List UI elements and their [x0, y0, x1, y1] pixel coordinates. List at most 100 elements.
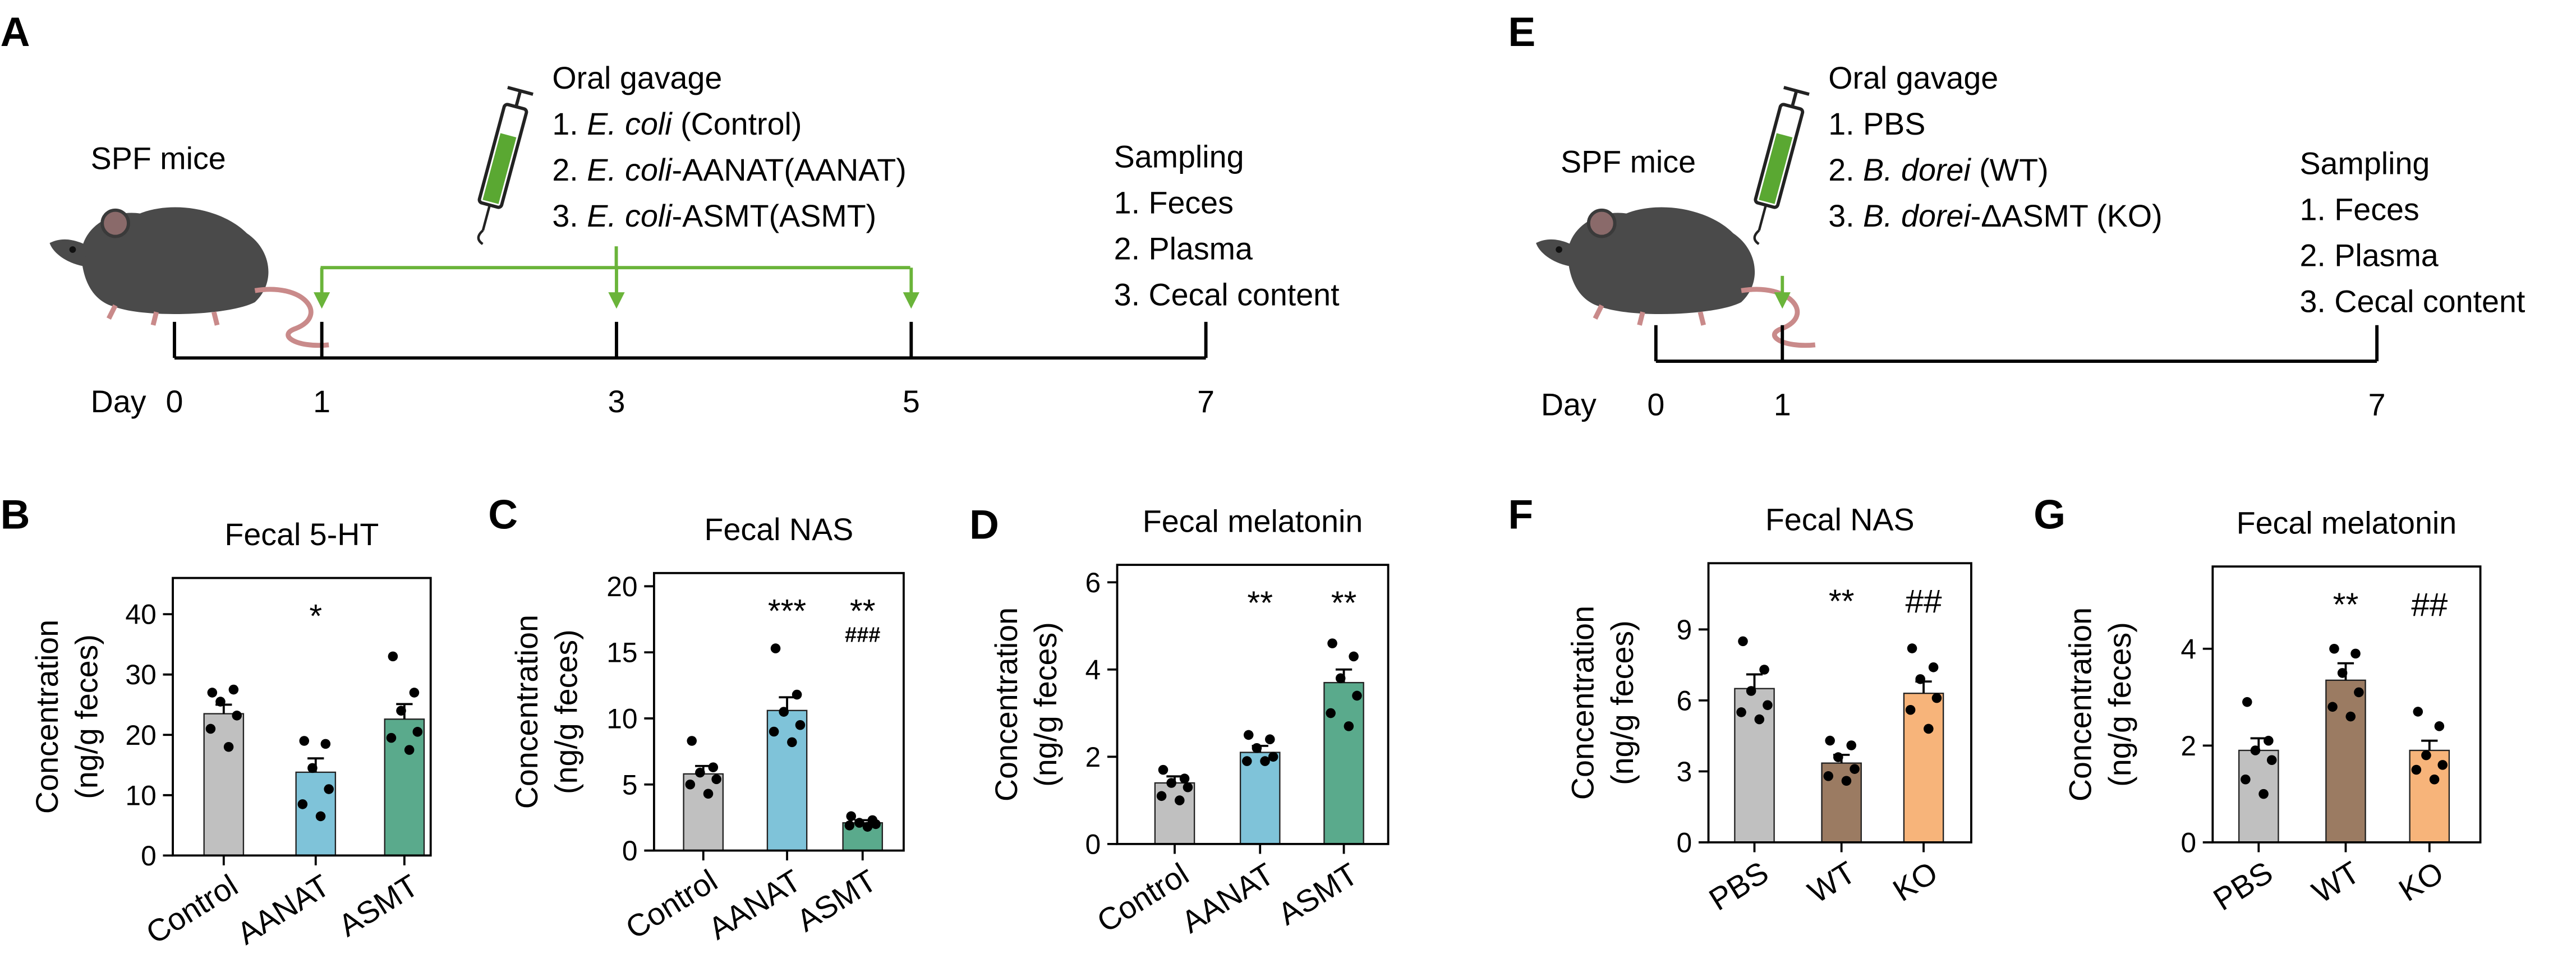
plot-frame	[652, 572, 905, 852]
y-tick-label: 4	[1085, 654, 1101, 685]
data-point	[1915, 674, 1925, 684]
x-tick-label: WT	[2306, 855, 2366, 910]
data-point	[232, 711, 242, 721]
treatment-part: 2.	[1828, 153, 1863, 187]
data-point	[1841, 776, 1852, 786]
data-point	[792, 689, 802, 700]
treatment: 1. PBS	[1828, 107, 1925, 141]
sampling-title: Sampling	[1114, 140, 1244, 174]
y-tick-label: 10	[606, 703, 637, 735]
day-tick-label: 7	[1197, 384, 1215, 419]
panel-letter: D	[969, 501, 999, 547]
treatment: 3. B. dorei-ΔASMT (KO)	[1828, 199, 2162, 233]
data-point	[299, 736, 310, 746]
treatment-part: 3.	[552, 199, 587, 233]
significance: *	[309, 598, 322, 634]
syringe-icon	[467, 87, 533, 247]
data-point	[307, 763, 318, 773]
y-tick-label: 9	[1677, 614, 1692, 646]
data-point	[1260, 756, 1270, 766]
data-point	[2429, 774, 2440, 785]
data-point	[207, 688, 218, 698]
syringe-icon	[1743, 87, 1809, 247]
treatment-title: Oral gavage	[552, 61, 722, 95]
panel-letter: A	[1, 9, 30, 55]
data-point	[1754, 714, 1765, 725]
panel-letter: B	[1, 492, 30, 538]
y-axis-label: (ng/g feces)	[1028, 622, 1063, 787]
y-tick-label: 0	[1085, 828, 1101, 860]
y-tick-label: 15	[606, 637, 637, 669]
x-tick-label: PBS	[2207, 855, 2279, 918]
treatment: 1. E. coli (Control)	[552, 107, 802, 141]
data-point	[2258, 789, 2269, 799]
treatment: 3. E. coli-ASMT(ASMT)	[552, 199, 876, 233]
y-axis-label: (ng/g feces)	[1605, 620, 1640, 785]
x-tick-label: KO	[1887, 855, 1944, 908]
data-point	[1825, 735, 1835, 746]
data-point	[695, 767, 705, 778]
error-bar	[1746, 673, 1763, 689]
x-tick-label: KO	[2393, 855, 2449, 908]
data-point	[2354, 687, 2364, 698]
day-tick-label: 1	[313, 384, 330, 419]
panel-letter: E	[1508, 9, 1535, 55]
treatment-part: -AANAT(AANAT)	[672, 153, 907, 187]
data-point	[205, 723, 216, 734]
data-point	[1327, 638, 1337, 648]
data-point	[1931, 693, 1942, 703]
data-point	[1746, 686, 1756, 696]
data-point	[2350, 648, 2361, 659]
day-label: Day	[1541, 388, 1597, 422]
subject: SPF mice	[91, 141, 226, 176]
y-axis-label: (ng/g feces)	[69, 634, 104, 799]
day-label: Day	[91, 384, 146, 419]
data-point	[2411, 764, 2422, 775]
data-point	[1905, 704, 1916, 715]
treatment-part: -ΔASMT (KO)	[1971, 199, 2163, 233]
y-tick-label: 30	[125, 659, 156, 690]
x-tick-label: WT	[1802, 855, 1861, 910]
chart-title: Fecal NAS	[1765, 503, 1915, 537]
data-point	[223, 741, 234, 752]
data-point	[396, 706, 406, 716]
y-tick-label: 0	[141, 840, 157, 872]
day-tick-label: 5	[903, 384, 920, 419]
x-tick-label: ASMT	[333, 868, 425, 943]
treatment-part: 3.	[1828, 199, 1863, 233]
y-tick-label: 0	[1677, 827, 1692, 858]
data-point	[844, 821, 855, 831]
data-point	[685, 779, 696, 790]
treatment-part: 1.	[552, 107, 587, 141]
y-tick-label: 2	[1085, 741, 1101, 773]
mouse-icon	[1536, 208, 1815, 345]
plot-frame	[172, 577, 432, 857]
chart-title: Fecal NAS	[705, 512, 854, 547]
data-point	[871, 819, 881, 829]
treatment-part: (WT)	[1971, 153, 2049, 187]
bar	[683, 773, 724, 851]
x-tick-label: Control	[1091, 856, 1195, 939]
data-point	[1738, 636, 1748, 647]
treatment-part: (Control)	[672, 107, 802, 141]
y-tick-label: 20	[125, 720, 156, 751]
sampling-item: 1. Feces	[1114, 186, 1234, 220]
data-point	[1326, 708, 1336, 718]
significance: **	[1247, 585, 1273, 621]
data-point	[854, 818, 864, 828]
chart-title: Fecal melatonin	[2237, 506, 2457, 541]
data-point	[409, 688, 420, 698]
bar	[1903, 693, 1944, 844]
plot-frame	[1116, 564, 1390, 845]
sampling-item: 3. Cecal content	[1114, 278, 1340, 312]
y-axis-label: (ng/g feces)	[2103, 622, 2137, 787]
x-tick-label: Control	[619, 863, 723, 946]
data-point	[412, 727, 423, 737]
plot-frame	[2211, 565, 2482, 844]
x-tick-label: AANAT	[702, 863, 807, 947]
significance: ##	[1905, 583, 1942, 620]
data-point	[2327, 702, 2338, 712]
subject: SPF mice	[1561, 144, 1696, 179]
data-point	[2241, 774, 2251, 785]
